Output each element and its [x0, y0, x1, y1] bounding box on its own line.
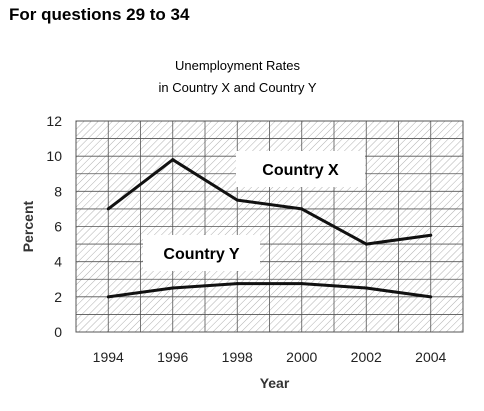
x-tick-label: 2004: [415, 349, 446, 365]
y-tick-label: 12: [46, 113, 62, 129]
y-tick-label: 8: [54, 183, 62, 199]
y-tick-label: 6: [54, 219, 62, 235]
series-label: Country X: [262, 162, 339, 179]
x-tick-label: 1996: [157, 349, 188, 365]
data-point: [429, 295, 433, 299]
data-point: [300, 282, 304, 286]
series-lines: [106, 158, 433, 299]
chart-title-line-2: in Country X and Country Y: [158, 80, 317, 95]
x-tick-label: 2002: [351, 349, 382, 365]
series-labels: Country X Country Y: [143, 151, 365, 271]
y-tick-label: 2: [54, 289, 62, 305]
data-point: [106, 207, 110, 211]
series-line-country-y: [108, 282, 431, 299]
chart-title-line-1: Unemployment Rates: [175, 58, 300, 73]
series-label-box: [236, 151, 365, 187]
data-point: [235, 198, 239, 202]
x-tick-label: 2000: [286, 349, 317, 365]
series-label: Country Y: [163, 246, 239, 263]
data-point: [429, 233, 433, 237]
series-label-box: [143, 235, 260, 271]
data-point: [106, 295, 110, 299]
data-point: [235, 282, 239, 286]
data-point: [364, 286, 368, 290]
x-axis-label: Year: [260, 375, 290, 391]
y-tick-label: 0: [54, 324, 62, 340]
x-tick-label: 1994: [93, 349, 124, 365]
data-point: [171, 158, 175, 162]
data-point: [171, 286, 175, 290]
x-tick-labels: 1994 1996 1998 2000 2002 2004: [93, 349, 447, 365]
data-point: [300, 207, 304, 211]
y-tick-label: 10: [46, 148, 62, 164]
data-point: [364, 242, 368, 246]
page-heading: For questions 29 to 34: [9, 5, 190, 24]
y-tick-label: 4: [54, 254, 62, 270]
x-tick-label: 1998: [222, 349, 253, 365]
y-tick-labels: 0 2 4 6 8 10 12: [46, 113, 62, 340]
series-line-country-x: [107, 158, 431, 246]
y-axis-label: Percent: [20, 200, 36, 252]
